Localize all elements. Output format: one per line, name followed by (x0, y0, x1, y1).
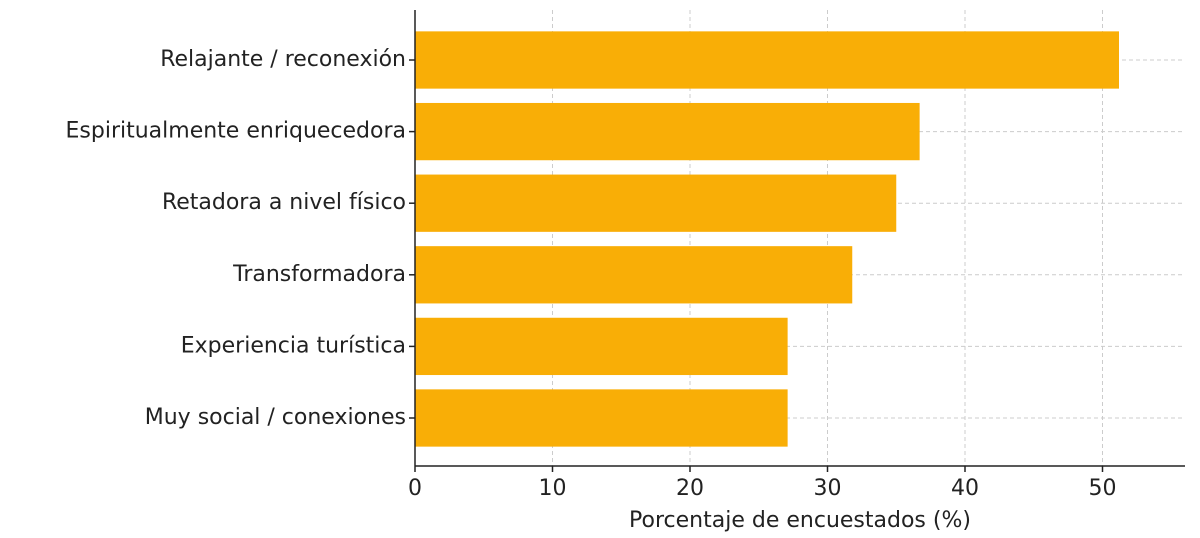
x-tick-label: 40 (951, 476, 979, 501)
x-axis-label: Porcentaje de encuestados (%) (629, 508, 971, 533)
y-tick-label: Retadora a nivel físico (162, 190, 406, 215)
y-tick-label: Muy social / conexiones (145, 405, 406, 430)
bar (415, 31, 1119, 89)
bar (415, 102, 920, 161)
x-tick-label: 30 (814, 476, 842, 501)
bar (415, 389, 788, 447)
x-tick-label: 50 (1089, 476, 1117, 501)
x-tick-label: 0 (408, 476, 422, 501)
x-tick-label: 10 (539, 476, 567, 501)
bar (415, 246, 853, 304)
bar (415, 174, 897, 232)
x-tick-label: 20 (676, 476, 704, 501)
y-tick-label: Espiritualmente enriquecedora (66, 119, 406, 144)
y-tick-label: Relajante / reconexión (160, 47, 406, 72)
y-tick-label: Experiencia turística (181, 333, 406, 358)
bar (415, 317, 788, 376)
y-tick-label: Transformadora (232, 262, 406, 287)
